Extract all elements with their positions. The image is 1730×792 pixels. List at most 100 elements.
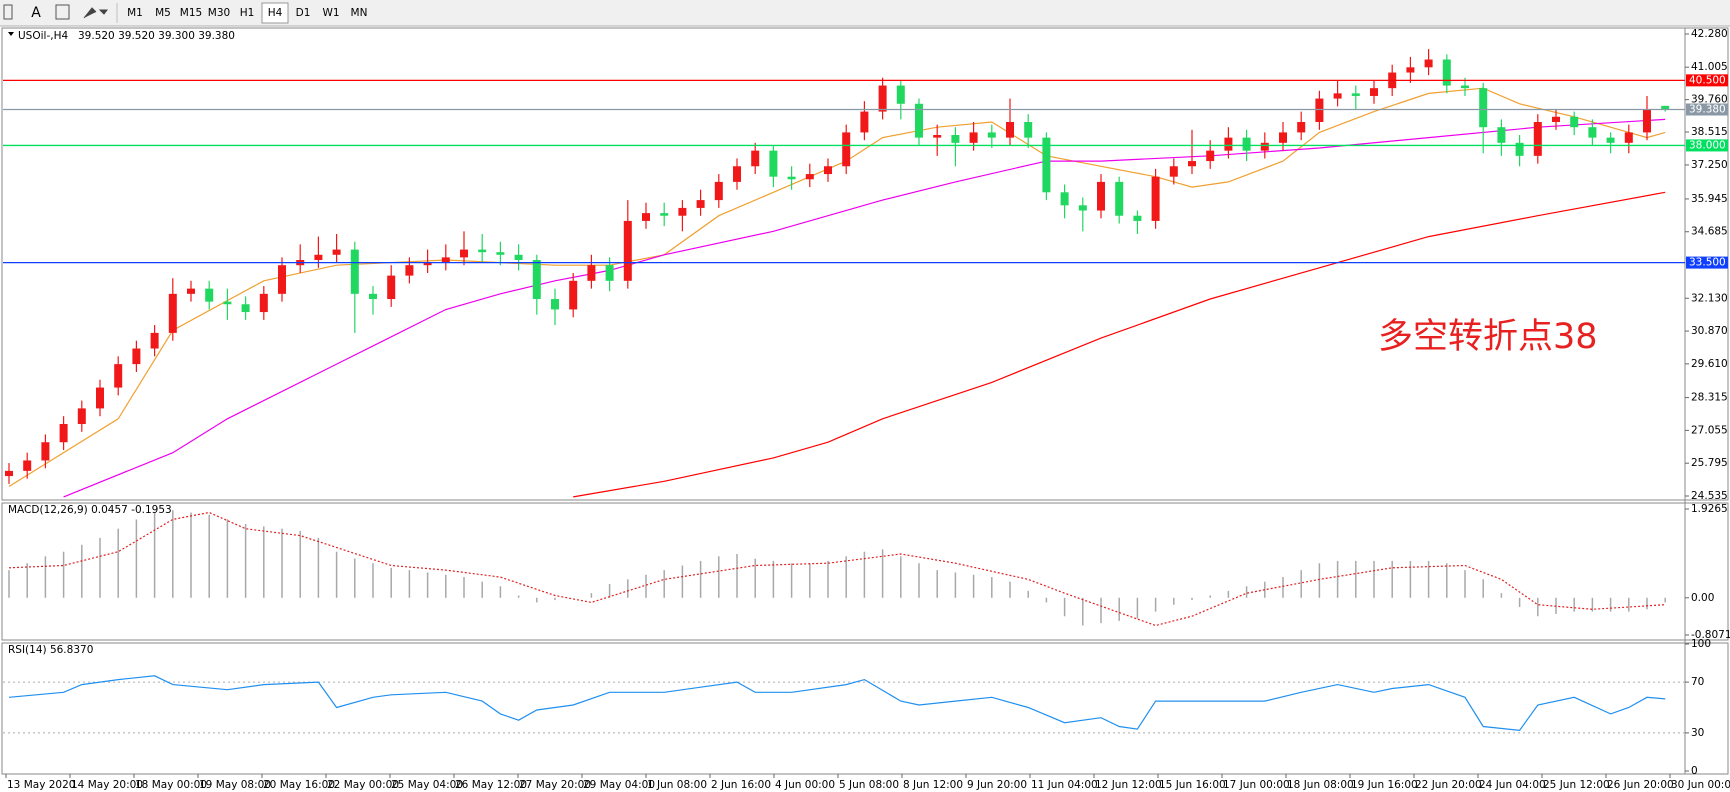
x-tick-label: 14 May 20:00 bbox=[71, 779, 143, 791]
x-tick-label: 19 Jun 16:00 bbox=[1351, 779, 1418, 791]
candle-body bbox=[1442, 59, 1451, 86]
shapes-tool[interactable] bbox=[83, 7, 108, 19]
y-tick-label: 37.250 bbox=[1691, 159, 1728, 171]
candle-body bbox=[696, 200, 705, 208]
candle-body bbox=[1224, 137, 1233, 151]
toolbar-icons: A bbox=[3, 3, 118, 23]
candle-body bbox=[1060, 192, 1069, 206]
panel-title: USOil-,H4 bbox=[18, 30, 68, 42]
x-tick-label: 18 Jun 08:00 bbox=[1287, 779, 1354, 791]
y-tick-label: 41.005 bbox=[1691, 61, 1728, 73]
candle-body bbox=[951, 135, 960, 143]
plot-area bbox=[5, 49, 1670, 498]
timeframe-label[interactable]: H1 bbox=[240, 7, 255, 19]
price-level-tag bbox=[1686, 139, 1728, 152]
candle-body bbox=[332, 249, 341, 255]
candle-body bbox=[1370, 88, 1378, 96]
candle-body bbox=[860, 111, 869, 133]
y-tick-label: 29.610 bbox=[1691, 358, 1728, 370]
candle-body bbox=[350, 249, 359, 294]
candle-body bbox=[805, 174, 814, 180]
x-tick-label: 26 May 12:00 bbox=[455, 779, 527, 791]
candle-body bbox=[1461, 85, 1469, 89]
timeframe-label[interactable]: H4 bbox=[268, 7, 283, 19]
candle-body bbox=[1552, 116, 1560, 122]
timeframe-label[interactable]: M1 bbox=[127, 7, 143, 19]
candle-body bbox=[623, 220, 632, 281]
timeframe-label[interactable]: M15 bbox=[180, 7, 202, 19]
candle-body bbox=[1297, 122, 1306, 133]
timeframe-label[interactable]: W1 bbox=[322, 7, 339, 19]
candle-body bbox=[1169, 166, 1178, 177]
candle-body bbox=[1661, 105, 1670, 110]
x-tick-label: 30 Jun 00:00 bbox=[1671, 779, 1730, 791]
candle-body bbox=[587, 265, 596, 281]
candle-body bbox=[969, 132, 978, 143]
candle-body bbox=[1024, 122, 1033, 138]
y-tick-label: 0 bbox=[1691, 765, 1698, 777]
y-tick-label: 24.535 bbox=[1691, 490, 1728, 502]
timeframe-label[interactable]: M5 bbox=[155, 7, 171, 19]
candle-body bbox=[23, 460, 32, 471]
candle-body bbox=[187, 288, 195, 294]
candle-body bbox=[569, 280, 578, 310]
y-tick-label: 34.685 bbox=[1691, 226, 1728, 238]
price-level-tag bbox=[1686, 74, 1728, 87]
candle-body bbox=[278, 265, 286, 294]
candle-body bbox=[369, 293, 377, 300]
candle-body bbox=[478, 249, 487, 253]
candle-body bbox=[1115, 181, 1124, 216]
candle-body bbox=[259, 293, 268, 313]
price-level-label: 40.500 bbox=[1689, 74, 1726, 86]
candle-body bbox=[1151, 176, 1160, 221]
candle-body bbox=[787, 176, 796, 180]
y-tick-label: 30.870 bbox=[1691, 325, 1728, 337]
candle-body bbox=[551, 299, 559, 310]
candle-body bbox=[496, 252, 505, 255]
candle-body bbox=[77, 408, 86, 425]
x-tick-label: 4 Jun 00:00 bbox=[775, 779, 835, 791]
candle-body bbox=[1242, 137, 1251, 151]
candle-body bbox=[1570, 116, 1579, 128]
y-tick-label: 28.315 bbox=[1691, 392, 1728, 404]
price-level-label: 39.380 bbox=[1689, 104, 1726, 116]
candle-body bbox=[96, 387, 104, 409]
collapse-arrow[interactable] bbox=[8, 32, 14, 36]
indicator-line bbox=[8, 675, 1666, 732]
candle-body bbox=[441, 257, 450, 263]
candle-body bbox=[460, 249, 468, 258]
candle-body bbox=[1533, 122, 1542, 156]
y-tick-label: 1.9265 bbox=[1691, 503, 1728, 515]
candle-body bbox=[1042, 137, 1051, 193]
candle-body bbox=[824, 166, 832, 175]
candle-body bbox=[5, 470, 13, 477]
y-tick-label: 27.055 bbox=[1691, 424, 1728, 436]
candle-body bbox=[1643, 108, 1651, 133]
candle-body bbox=[1588, 127, 1597, 138]
x-tick-label: 26 Jun 20:00 bbox=[1607, 779, 1674, 791]
x-tick-label: 27 May 20:00 bbox=[519, 779, 591, 791]
candle-body bbox=[1078, 205, 1087, 211]
candle-body bbox=[114, 364, 123, 388]
timeframe-label[interactable]: M30 bbox=[208, 7, 230, 19]
main-panel bbox=[1, 27, 1729, 501]
y-tick-label: 25.795 bbox=[1691, 457, 1728, 469]
timeframe-button[interactable] bbox=[261, 2, 289, 24]
y-tick-label: 100 bbox=[1691, 638, 1711, 650]
y-tick-label: 39.760 bbox=[1691, 94, 1728, 106]
text-tool[interactable]: A bbox=[31, 5, 41, 21]
timeframe-label[interactable]: MN bbox=[351, 7, 368, 19]
x-tick-label: 19 May 08:00 bbox=[199, 779, 271, 791]
candle-body bbox=[405, 265, 414, 276]
candle-body bbox=[642, 213, 650, 221]
toolbar bbox=[0, 0, 1730, 26]
y-tick-label: -0.8071 bbox=[1691, 629, 1730, 641]
candle-body bbox=[678, 207, 687, 216]
crosshair-icon[interactable] bbox=[3, 4, 13, 20]
candle-body bbox=[714, 181, 723, 201]
label-tool[interactable] bbox=[55, 4, 70, 20]
timeframe-label[interactable]: D1 bbox=[296, 7, 311, 19]
candle-body bbox=[933, 135, 942, 138]
